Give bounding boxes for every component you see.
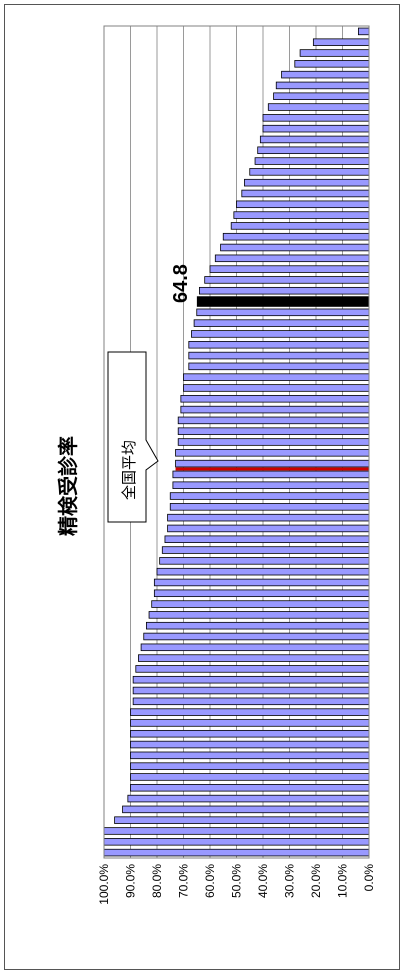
bar	[122, 805, 370, 814]
bar	[262, 124, 370, 133]
chart-title: 精検受診率	[56, 436, 80, 536]
bar	[132, 697, 370, 706]
bar	[180, 405, 370, 414]
bar	[249, 168, 370, 176]
bar	[103, 848, 370, 857]
bar	[130, 740, 370, 749]
bar	[281, 70, 370, 79]
chart-frame	[4, 4, 400, 970]
x-tick-label: 80.0%	[150, 864, 164, 898]
bar	[241, 189, 370, 198]
x-tick-label: 0.0%	[362, 864, 376, 892]
bar-highlight	[196, 296, 370, 307]
bar	[103, 827, 370, 835]
bar	[177, 427, 370, 435]
bar	[167, 524, 370, 533]
callout-box	[107, 351, 159, 523]
bar	[273, 92, 370, 100]
x-tick-label: 90.0%	[124, 864, 138, 898]
x-tick-label: 40.0%	[256, 864, 270, 898]
bar	[214, 254, 370, 263]
bar	[135, 665, 370, 673]
bar	[299, 49, 370, 57]
bar	[153, 578, 370, 587]
bar	[244, 178, 370, 187]
bar	[230, 222, 370, 230]
bar	[198, 286, 370, 295]
bar	[130, 773, 370, 781]
bar	[267, 103, 370, 111]
bar	[130, 784, 370, 792]
x-tick-label: 100.0%	[97, 864, 111, 905]
x-tick-label: 60.0%	[203, 864, 217, 898]
plot-area	[103, 25, 370, 859]
x-tick-label: 10.0%	[336, 864, 350, 898]
bar	[236, 200, 370, 209]
bar	[127, 794, 370, 803]
bar	[151, 600, 370, 608]
bar	[177, 438, 370, 446]
bar	[140, 643, 370, 652]
bar	[259, 135, 370, 144]
bar	[357, 27, 370, 36]
national-average-callout: 全国平均	[107, 351, 159, 523]
bar	[204, 276, 370, 284]
bar	[222, 232, 370, 241]
bar	[209, 265, 370, 273]
bar	[191, 330, 370, 338]
bar	[148, 611, 370, 619]
bar	[153, 589, 370, 598]
bar	[175, 449, 370, 457]
bar	[130, 762, 370, 770]
bar	[169, 492, 370, 500]
bar	[103, 838, 370, 846]
bar	[161, 546, 370, 554]
bar	[233, 211, 370, 219]
bar	[220, 243, 370, 252]
bar	[183, 373, 370, 381]
bar	[262, 114, 370, 122]
x-axis-ticks: 0.0% 10.0% 20.0% 30.0% 40.0% 50.0% 60.0% 70.0% 8…	[97, 864, 376, 905]
bar	[183, 384, 370, 392]
bar	[130, 708, 370, 716]
x-tick-label: 20.0%	[309, 864, 323, 898]
x-tick-label: 50.0%	[230, 864, 244, 898]
bar	[156, 567, 370, 576]
bar	[180, 395, 370, 403]
bar	[138, 654, 370, 662]
bar	[294, 60, 370, 68]
bar	[130, 751, 370, 760]
bar	[145, 621, 370, 630]
national-average-label: 全国平均	[120, 440, 138, 500]
bar	[159, 557, 370, 565]
bar	[196, 308, 370, 317]
bar	[193, 319, 370, 327]
bar-series	[103, 27, 370, 857]
bar	[257, 146, 370, 155]
bar	[167, 513, 370, 522]
highlight-value-label: 64.8	[170, 264, 192, 303]
bar	[188, 351, 370, 360]
bar	[132, 686, 370, 695]
bar	[114, 816, 370, 824]
bar	[169, 503, 370, 511]
bar	[164, 535, 370, 543]
bar	[275, 81, 370, 90]
bar	[188, 362, 370, 371]
bar	[172, 481, 370, 489]
bar	[188, 341, 370, 349]
bar	[175, 459, 370, 468]
bar	[172, 470, 370, 479]
x-tick-label: 70.0%	[177, 864, 191, 898]
bar	[254, 157, 370, 165]
bar	[177, 416, 370, 425]
bar	[130, 729, 370, 738]
x-tick-label: 30.0%	[283, 864, 297, 898]
bar	[132, 675, 370, 684]
bar	[312, 38, 370, 46]
bar-national-average	[175, 467, 369, 471]
bar	[143, 632, 370, 641]
bar	[130, 719, 370, 727]
